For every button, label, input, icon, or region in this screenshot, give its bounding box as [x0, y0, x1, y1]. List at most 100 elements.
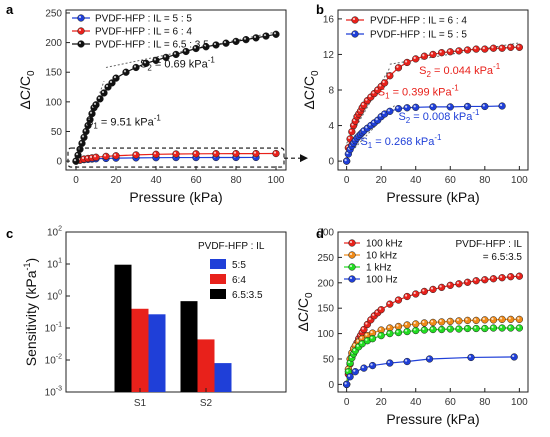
y-tick-label: 12	[323, 50, 335, 61]
data-point-shine	[422, 327, 425, 331]
data-point-shine	[356, 344, 359, 347]
text-span: 10	[47, 228, 59, 239]
legend-label: 100 Hz	[366, 275, 398, 286]
data-point	[489, 324, 498, 332]
data-point-shine	[344, 382, 347, 385]
data-point	[102, 152, 110, 161]
data-point-shine	[439, 285, 442, 288]
data-point	[368, 335, 377, 343]
data-point-shine	[233, 39, 237, 42]
data-point-shine	[353, 343, 356, 346]
data-point-shine	[203, 44, 207, 47]
data-point-shine	[448, 319, 451, 322]
data-point	[232, 37, 240, 46]
data-point	[380, 79, 389, 87]
data-point	[455, 47, 463, 55]
data-point-shine	[85, 156, 89, 159]
data-point-shine	[404, 359, 408, 362]
data-point	[472, 324, 480, 333]
data-point-shine	[491, 276, 494, 279]
data-point	[96, 95, 104, 103]
legend-label: PVDF-HFP : IL = 6 : 4	[370, 16, 467, 27]
data-point-shine	[404, 294, 408, 297]
data-point-shine	[379, 84, 382, 87]
data-point-shine	[365, 322, 368, 325]
text-span: 1	[385, 91, 390, 100]
text-span: 0	[310, 70, 321, 76]
y-tick-label: 100	[47, 290, 62, 303]
text-span: Sensitivity (kPa	[23, 270, 39, 366]
data-point	[481, 102, 489, 111]
text-span: 0	[304, 292, 315, 298]
panel-letter-c: c	[6, 226, 13, 241]
y-tick-label: 4	[328, 121, 334, 132]
data-point-shine	[387, 73, 390, 76]
data-point-shine	[133, 152, 137, 155]
data-point	[437, 318, 446, 326]
text-span: S	[140, 58, 147, 70]
note-text: = 6.5:3.5	[483, 252, 523, 263]
arrow-head-icon	[300, 154, 308, 163]
data-point-shine	[439, 327, 442, 330]
data-point-shine	[499, 46, 503, 49]
data-point-shine	[263, 33, 267, 37]
y-axis-title: ΔC/C0	[301, 70, 321, 109]
data-point-shine	[422, 289, 425, 292]
x-tick-label: 60	[190, 175, 202, 186]
data-point-shine	[517, 274, 520, 277]
y-tick-label: 300	[317, 228, 334, 239]
legend-marker	[351, 30, 359, 38]
data-point-shine	[253, 151, 257, 154]
data-point	[92, 101, 100, 109]
data-point-shine	[413, 105, 416, 108]
data-point	[507, 315, 515, 324]
text-span: -1	[22, 262, 32, 270]
data-point-shine	[474, 47, 477, 50]
data-point-shine	[360, 341, 363, 344]
data-point-shine	[73, 159, 77, 162]
legend-marker-shine	[78, 28, 82, 32]
data-point-shine	[346, 369, 349, 372]
text-span: -1	[154, 114, 162, 123]
data-point	[348, 128, 356, 136]
data-point	[515, 43, 524, 51]
text-span: 10	[45, 388, 57, 399]
data-point-shine	[365, 98, 368, 101]
x-tick-label: S1	[134, 398, 147, 409]
data-point-shine	[347, 374, 351, 377]
data-point	[425, 355, 434, 363]
data-point	[467, 353, 475, 362]
y-tick-label: 250	[317, 253, 334, 264]
data-point	[351, 368, 359, 376]
data-point-shine	[439, 50, 442, 53]
data-point	[510, 353, 518, 361]
legend-label: 6.5:3.5	[232, 290, 263, 301]
data-point-shine	[349, 129, 352, 132]
data-point	[446, 103, 454, 111]
y-tick-label: 100	[317, 329, 334, 340]
data-point-shine	[430, 52, 434, 55]
data-point	[360, 364, 368, 372]
data-point-shine	[379, 307, 382, 310]
data-point-shine	[133, 65, 137, 68]
data-point	[386, 72, 394, 80]
x-tick-label: 0	[73, 175, 79, 186]
data-point-shine	[353, 348, 356, 351]
text-span: -1	[208, 55, 216, 64]
data-point-shine	[448, 104, 451, 107]
data-point-shine	[430, 320, 434, 323]
y-tick-label: 10-2	[45, 354, 62, 367]
data-point-shine	[491, 317, 494, 320]
data-point	[403, 58, 411, 67]
legend-marker	[348, 275, 356, 283]
text-span: = 0.69 kPa	[152, 58, 209, 70]
legend-marker-shine	[349, 264, 353, 268]
data-point-shine	[430, 327, 434, 330]
data-point-shine	[372, 120, 375, 123]
text-span: )	[23, 258, 39, 263]
legend-label: PVDF-HFP : IL = 5 : 5	[370, 30, 467, 41]
annotation: S1 = 0.399 kPa-1	[378, 83, 460, 100]
data-point-shine	[233, 151, 237, 154]
data-point	[472, 316, 480, 325]
data-point	[394, 322, 403, 331]
